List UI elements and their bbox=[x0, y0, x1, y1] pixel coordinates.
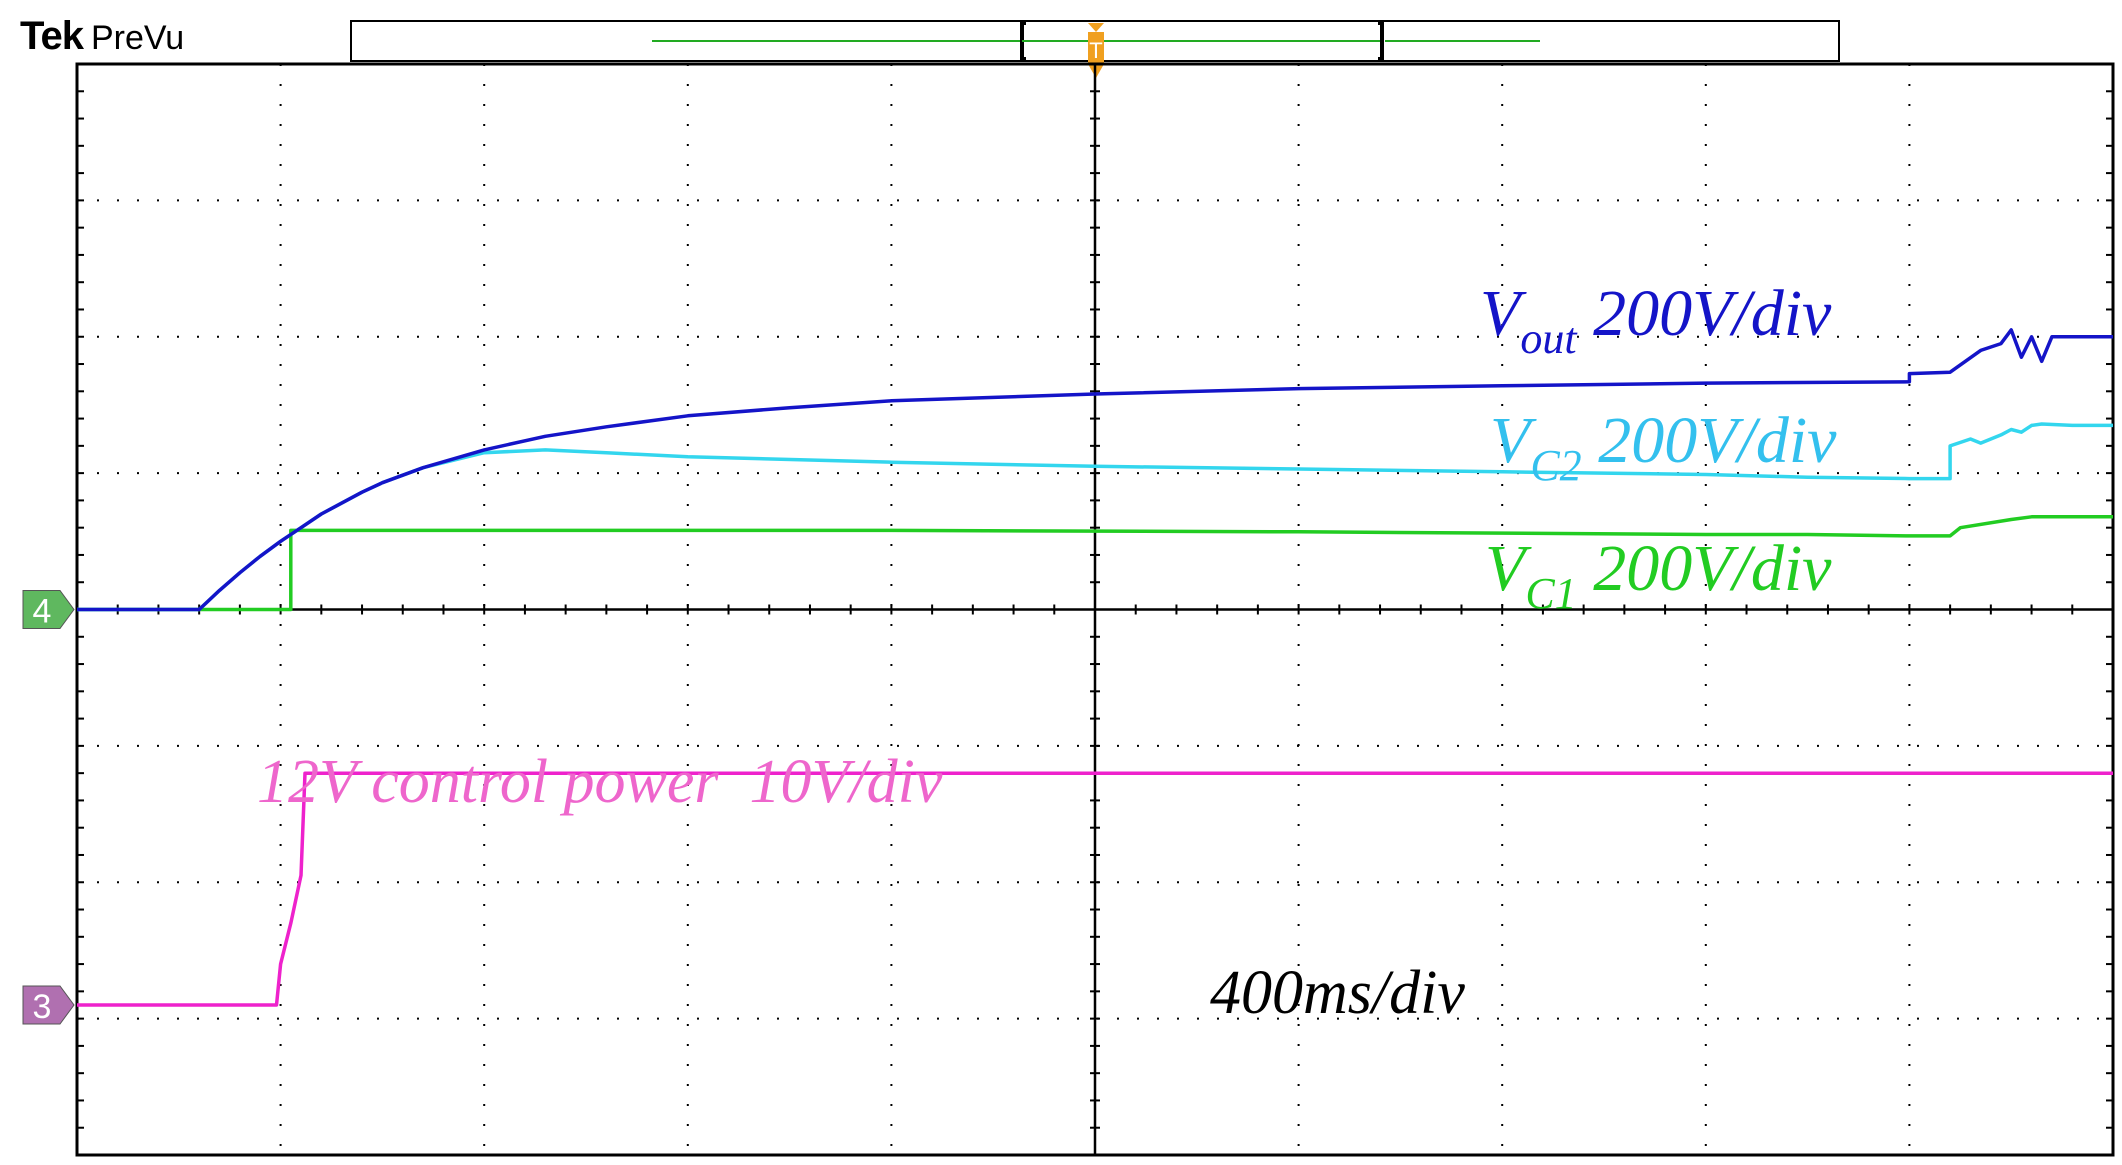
channel-marker-label: 3 bbox=[33, 988, 52, 1026]
brand-logo: Tek bbox=[20, 14, 84, 58]
channel-3-ground-marker[interactable]: 3 bbox=[22, 985, 75, 1026]
vc2-label-scale: 200V/div bbox=[1582, 404, 1837, 477]
trace-vout bbox=[77, 328, 2113, 612]
vc2-label: VC2 200V/div bbox=[1490, 404, 1837, 490]
vout-label-scale: 200V/div bbox=[1577, 277, 1832, 350]
channel-marker-shape bbox=[22, 985, 75, 1025]
channel-markers: 43 bbox=[22, 590, 75, 1026]
channel-4-ground-marker[interactable]: 4 bbox=[22, 590, 75, 631]
record-view-window-right-bracket[interactable] bbox=[1378, 21, 1384, 61]
vout-label-sub: out bbox=[1520, 314, 1578, 363]
vc1-label-main: V bbox=[1485, 532, 1532, 605]
timebase-label: 400ms/div bbox=[1210, 959, 1465, 1027]
brand-header: Tek PreVu bbox=[20, 14, 184, 66]
acquisition-mode: PreVu bbox=[90, 19, 185, 57]
vc2-label-main: V bbox=[1490, 404, 1537, 477]
control-power-label: 12V control power 10V/div bbox=[257, 748, 943, 816]
graticule bbox=[75, 62, 2115, 1157]
traces bbox=[77, 328, 2113, 1007]
vc1-label: VC1 200V/div bbox=[1485, 532, 1832, 618]
trace-vc1 bbox=[77, 515, 2113, 612]
vc2-label-sub: C2 bbox=[1530, 441, 1581, 490]
trigger-marker-body bbox=[1088, 32, 1104, 64]
trigger-marker-top bbox=[1088, 23, 1104, 32]
channel-marker-shape bbox=[22, 590, 75, 629]
vout-label-main: V bbox=[1480, 277, 1527, 350]
vc1-label-scale: 200V/div bbox=[1577, 532, 1832, 605]
vout-label: Vout 200V/div bbox=[1480, 277, 1832, 363]
trace-12v-control-power bbox=[77, 771, 2113, 1007]
channel-marker-label: 4 bbox=[33, 593, 52, 631]
trigger-marker-label: T bbox=[1089, 38, 1102, 63]
vc1-label-sub: C1 bbox=[1525, 569, 1576, 618]
